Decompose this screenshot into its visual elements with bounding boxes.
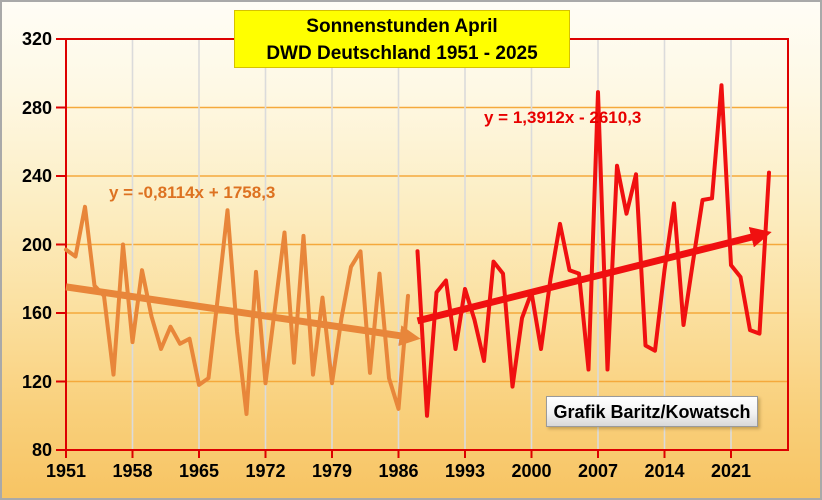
y-axis-label: 120 (21, 371, 52, 392)
data-line-orange (64, 204, 410, 416)
x-axis-label: 1986 (378, 461, 419, 481)
x-axis-label: 1979 (311, 461, 353, 481)
x-axis-label: 2007 (577, 461, 619, 481)
x-axis-label: 2000 (511, 461, 552, 481)
chart-title: Sonnenstunden April DWD Deutschland 1951… (234, 10, 570, 68)
trend-arrow-red (416, 226, 772, 325)
trend-equation-red: y = 1,3912x - 2610,3 (484, 108, 642, 127)
x-axis-label: 2014 (644, 461, 685, 481)
x-axis-label: 2021 (710, 461, 752, 481)
trend-equation-orange: y = -0,8114x + 1758,3 (109, 183, 276, 202)
y-axis-label: 320 (21, 29, 52, 49)
x-axis-label: 1965 (178, 461, 220, 481)
y-axis-label: 200 (21, 234, 52, 255)
y-axis-label: 240 (21, 166, 52, 186)
x-axis-label: 1972 (245, 461, 286, 481)
y-axis-label: 280 (21, 97, 52, 118)
credit-badge: Grafik Baritz/Kowatsch (546, 396, 758, 427)
x-axis-label: 1958 (112, 461, 153, 481)
title-line-2: DWD Deutschland 1951 - 2025 (266, 43, 538, 64)
y-axis-label: 160 (21, 303, 52, 323)
x-axis-label: 1993 (444, 461, 486, 481)
y-axis-label: 80 (31, 440, 52, 460)
data-line-red (415, 83, 771, 418)
title-line-1: Sonnenstunden April (306, 16, 498, 37)
x-axis-label: 1951 (45, 461, 87, 481)
